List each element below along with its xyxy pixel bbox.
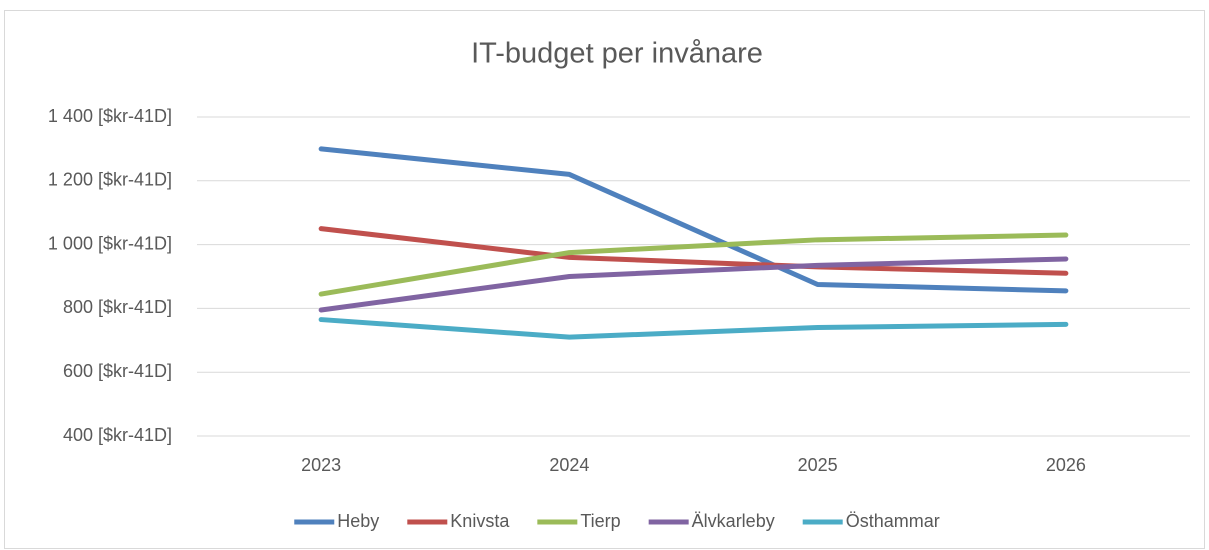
x-tick-label: 2023 (301, 455, 341, 475)
y-tick-label: 600 [$kr-41D] (63, 361, 172, 381)
series-line (318, 146, 1069, 294)
legend-label: Knivsta (450, 511, 510, 531)
series-line (318, 232, 1069, 297)
series-line (318, 226, 1069, 276)
y-tick-label: 1 000 [$kr-41D] (48, 233, 172, 253)
series-line (318, 256, 1069, 313)
chart-title: IT-budget per invånare (471, 38, 763, 70)
x-tick-label: 2026 (1046, 455, 1086, 475)
chart-border (4, 10, 1205, 549)
legend-label: Älvkarleby (692, 511, 775, 531)
y-tick-label: 1 400 [$kr-41D] (48, 106, 172, 126)
legend-label: Tierp (580, 511, 620, 531)
series-line (318, 317, 1069, 340)
legend-label: Östhammar (846, 511, 940, 531)
y-tick-label: 1 200 [$kr-41D] (48, 170, 172, 190)
y-tick-label: 800 [$kr-41D] (63, 297, 172, 317)
x-tick-label: 2025 (798, 455, 838, 475)
x-tick-label: 2024 (549, 455, 589, 475)
y-tick-label: 400 [$kr-41D] (63, 425, 172, 445)
legend-label: Heby (337, 511, 379, 531)
